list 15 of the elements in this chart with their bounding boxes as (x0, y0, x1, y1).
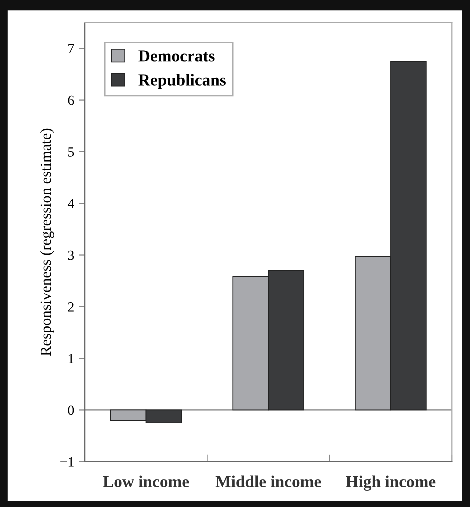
y-axis-title: Responsiveness (regression estimate) (40, 128, 54, 356)
y-tick-label: 6 (68, 96, 74, 106)
x-tick-label: High income (346, 476, 436, 492)
y-tick-label: 7 (68, 44, 74, 54)
y-tick-label: −1 (60, 458, 74, 467)
x-tick-label: Middle income (216, 476, 322, 488)
legend-label: Democrats (138, 50, 215, 62)
y-tick-label: 1 (68, 354, 74, 364)
y-tick-label: 2 (68, 302, 74, 312)
y-tick-label: 4 (68, 199, 74, 208)
y-tick-label: 3 (68, 250, 74, 260)
y-tick-label: 0 (68, 406, 74, 416)
x-tick-label: Low income (103, 476, 190, 488)
legend-label: Republicans (138, 74, 226, 90)
y-tick-label: 5 (68, 148, 74, 157)
